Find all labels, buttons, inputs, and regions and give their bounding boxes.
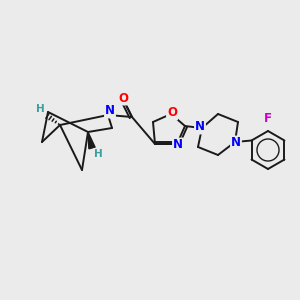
- Text: N: N: [173, 139, 183, 152]
- Text: H: H: [94, 149, 102, 159]
- Text: O: O: [118, 92, 128, 104]
- Text: F: F: [264, 112, 272, 124]
- Text: O: O: [167, 106, 177, 119]
- Text: N: N: [231, 136, 241, 149]
- Text: H: H: [36, 104, 44, 114]
- Text: N: N: [195, 121, 205, 134]
- Polygon shape: [88, 132, 95, 149]
- Text: N: N: [105, 104, 115, 118]
